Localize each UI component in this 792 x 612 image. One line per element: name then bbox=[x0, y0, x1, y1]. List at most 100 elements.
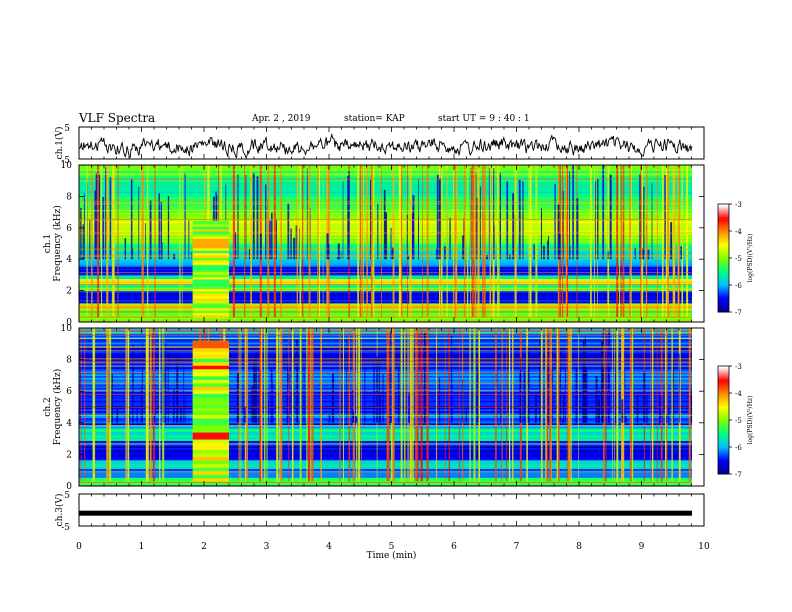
colorbar-cell bbox=[718, 303, 729, 306]
spectrogram-band bbox=[79, 309, 692, 313]
sferic-streak bbox=[571, 328, 572, 482]
burst-band bbox=[192, 414, 229, 419]
sferic-streak bbox=[246, 328, 249, 482]
colorbar-cell bbox=[718, 270, 729, 273]
spectrogram-band bbox=[79, 471, 692, 475]
burst-band bbox=[192, 383, 229, 387]
colorbar-cell bbox=[718, 283, 729, 286]
spectrogram-band bbox=[79, 454, 692, 457]
sferic-streak bbox=[108, 328, 112, 482]
colorbar-cell bbox=[718, 229, 729, 232]
sferic-streak bbox=[448, 328, 450, 482]
sferic-streak bbox=[322, 165, 324, 318]
spectrogram-band bbox=[79, 480, 692, 484]
spectrogram-band bbox=[79, 259, 692, 262]
spectrogram-band bbox=[79, 266, 692, 269]
colorbar-cell bbox=[718, 294, 729, 297]
sferic-streak bbox=[392, 328, 395, 482]
sferic-streak bbox=[436, 174, 439, 260]
sferic-streak bbox=[358, 328, 361, 482]
colorbar-cell bbox=[718, 274, 729, 277]
chart-title: VLF Spectra bbox=[79, 111, 156, 125]
sferic-streak bbox=[470, 165, 471, 318]
colorbar-cell bbox=[718, 454, 729, 457]
spectrogram-band bbox=[79, 466, 692, 470]
spectrogram-band bbox=[79, 173, 692, 177]
sferic-streak bbox=[130, 178, 133, 260]
sferic-streak bbox=[614, 328, 615, 482]
sferic-streak bbox=[80, 364, 81, 423]
sferic-streak bbox=[347, 176, 350, 260]
burst-band bbox=[192, 404, 229, 408]
sferic-streak bbox=[337, 243, 340, 260]
colorbar-cell bbox=[718, 295, 729, 299]
x-tick-label: 6 bbox=[451, 542, 457, 552]
sferic-streak bbox=[444, 328, 446, 482]
hiss-line bbox=[79, 382, 692, 384]
spectrogram-band bbox=[79, 301, 692, 304]
colorbar-cell bbox=[718, 225, 729, 228]
spectrogram-band bbox=[79, 375, 692, 378]
spectrogram-band bbox=[79, 371, 692, 375]
hiss-line bbox=[79, 316, 692, 318]
sferic-streak bbox=[542, 245, 545, 260]
sferic-streak bbox=[690, 388, 693, 423]
sferic-streak bbox=[245, 174, 247, 260]
sferic-streak bbox=[478, 328, 480, 482]
sferic-streak bbox=[607, 165, 608, 318]
colorbar-cell bbox=[718, 403, 729, 407]
spectrogram-band bbox=[79, 389, 692, 392]
sferic-streak bbox=[665, 328, 668, 482]
sferic-streak bbox=[266, 328, 268, 482]
sferic-streak bbox=[476, 198, 478, 260]
hiss-line bbox=[79, 471, 692, 473]
sferic-streak bbox=[557, 204, 560, 260]
sferic-streak bbox=[86, 165, 88, 318]
spectrogram-band bbox=[79, 415, 692, 419]
spectrogram-band bbox=[79, 290, 692, 293]
hiss-line bbox=[79, 328, 692, 330]
colorbar-cell bbox=[718, 292, 729, 295]
sferic-streak bbox=[311, 328, 314, 482]
sferic-streak bbox=[82, 224, 84, 260]
spectrogram-band bbox=[79, 264, 692, 267]
sferic-streak bbox=[154, 165, 156, 318]
spectrogram-band bbox=[79, 315, 692, 318]
burst-band bbox=[192, 302, 229, 306]
colorbar-cell bbox=[718, 463, 729, 466]
sferic-streak bbox=[643, 186, 645, 260]
spectrogram-band bbox=[79, 463, 692, 466]
sferic-streak bbox=[250, 165, 252, 318]
spectrogram-band bbox=[79, 165, 692, 168]
sferic-streak bbox=[159, 328, 161, 482]
sferic-streak bbox=[80, 207, 82, 260]
colorbar-cell bbox=[718, 409, 729, 412]
sferic-streak bbox=[618, 165, 620, 318]
sferic-streak bbox=[547, 236, 549, 260]
x-tick-label: 0 bbox=[76, 542, 82, 552]
burst-band bbox=[192, 418, 229, 422]
sferic-streak bbox=[183, 361, 185, 423]
spectrogram-band bbox=[79, 440, 692, 443]
hiss-line bbox=[79, 330, 692, 332]
sferic-streak bbox=[483, 165, 486, 318]
sferic-streak bbox=[651, 183, 653, 260]
sferic-streak bbox=[540, 328, 543, 482]
sferic-streak bbox=[270, 366, 273, 423]
colorbar-cell bbox=[718, 378, 729, 381]
spectrogram-band bbox=[79, 336, 692, 340]
burst-band bbox=[192, 351, 229, 356]
sferic-streak bbox=[600, 341, 604, 423]
sferic-streak bbox=[378, 395, 381, 423]
colorbar-cell bbox=[718, 456, 729, 459]
sferic-streak bbox=[629, 165, 631, 318]
burst-band bbox=[192, 464, 229, 468]
sferic-streak bbox=[387, 328, 390, 482]
burst-band bbox=[192, 256, 229, 261]
burst-band bbox=[192, 355, 229, 359]
sferic-streak bbox=[499, 172, 501, 260]
sferic-streak bbox=[152, 328, 155, 482]
spectrogram-band bbox=[79, 385, 692, 389]
spectrogram-band bbox=[79, 473, 692, 477]
sferic-streak bbox=[260, 328, 263, 482]
